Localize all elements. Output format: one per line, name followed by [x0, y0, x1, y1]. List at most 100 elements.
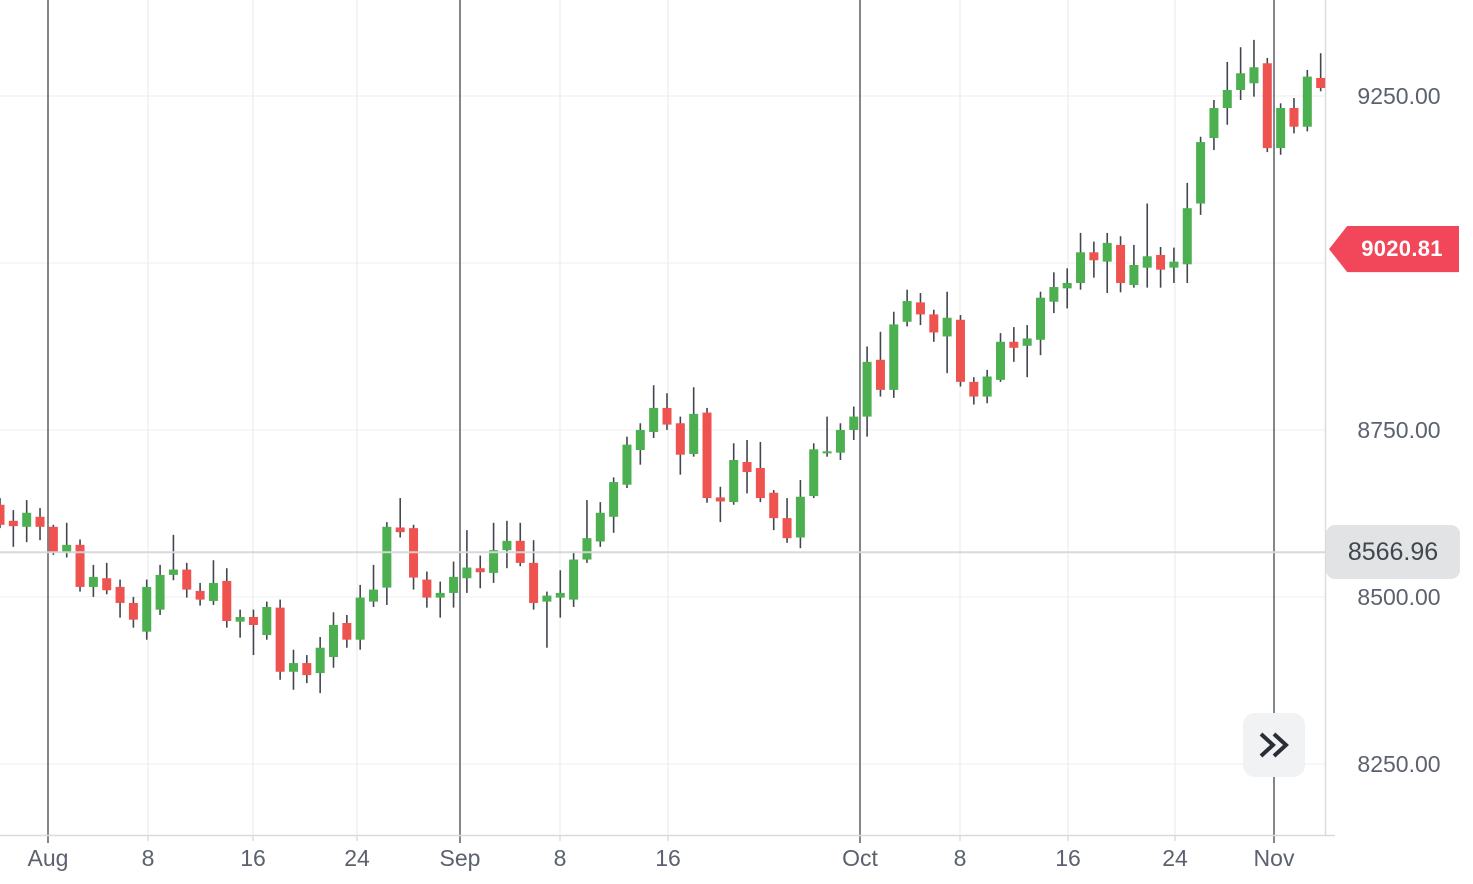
candle [902, 289, 912, 327]
candle [595, 502, 605, 547]
candle [862, 346, 872, 437]
candle-body-down [75, 544, 85, 587]
candle-body-up [889, 324, 899, 390]
candle [782, 498, 792, 543]
candle [1316, 53, 1326, 92]
candle [1236, 47, 1246, 100]
candle [715, 486, 725, 523]
candle-body-down [128, 602, 138, 620]
candle-body-up [208, 582, 218, 601]
candle [1129, 244, 1139, 288]
candle-body-up [88, 576, 98, 587]
candle-body-up [729, 460, 739, 503]
candle-body-up [595, 512, 605, 542]
candle [1102, 232, 1112, 294]
candle [849, 406, 859, 440]
candle [435, 581, 445, 618]
candle-body-up [942, 317, 952, 337]
candle [662, 393, 672, 430]
candle [48, 524, 58, 555]
candle [1022, 325, 1032, 378]
candle-body-down [1089, 252, 1099, 261]
candle-body-down [1116, 244, 1126, 284]
candle [795, 480, 805, 549]
candle-body-up [1129, 264, 1139, 286]
candle-body-down [875, 359, 885, 390]
candle-body-up [1222, 89, 1232, 109]
candle [369, 564, 379, 607]
candle [1276, 103, 1286, 155]
candle [582, 500, 592, 563]
candle-body-up [449, 576, 459, 593]
candle-body-up [142, 586, 152, 632]
last-price-tag: 9020.81 [1329, 226, 1459, 273]
candle [248, 609, 258, 656]
candle-body-up [369, 589, 379, 602]
candle-body-up [355, 597, 365, 640]
candle [1049, 272, 1059, 314]
candle-body-up [902, 301, 912, 322]
candle [168, 534, 178, 581]
candle [502, 520, 512, 569]
candle-body-down [755, 468, 765, 499]
double-chevron-right-icon [1259, 732, 1289, 758]
candle-body-up [822, 451, 832, 454]
candle [689, 387, 699, 457]
candle-body-up [62, 544, 72, 553]
candle [75, 539, 85, 592]
candle [449, 561, 459, 608]
candle-body-down [969, 381, 979, 397]
candle [675, 416, 685, 475]
candle-body-down [422, 579, 432, 598]
candle-body-up [622, 444, 632, 485]
candle [1009, 327, 1019, 362]
candle-body-down [529, 562, 539, 603]
candle-body-down [715, 497, 725, 502]
candle-body-down [769, 492, 779, 519]
candle-body-up [288, 663, 298, 672]
candle [1196, 136, 1206, 215]
candle-body-down [8, 520, 18, 527]
candle [155, 564, 165, 615]
candle [102, 562, 112, 595]
candle [809, 443, 819, 499]
candle-body-down [1262, 63, 1272, 149]
price-level-label: 8566.96 [1326, 525, 1460, 580]
candle-body-up [809, 449, 819, 497]
candle [1182, 182, 1192, 284]
candle-body-down [302, 663, 312, 676]
candle-body-up [835, 429, 845, 453]
candle-body-down [1009, 341, 1019, 348]
candle-body-up [555, 592, 565, 598]
candle-body-up [235, 616, 245, 622]
candle-body-down [115, 586, 125, 603]
candle [382, 522, 392, 605]
candle-body-down [48, 526, 58, 553]
candle-body-down [0, 504, 5, 525]
candle [462, 530, 472, 593]
candle [1289, 97, 1299, 134]
candle [569, 551, 579, 607]
scroll-to-realtime-button[interactable] [1243, 713, 1305, 777]
candle-body-down [248, 616, 258, 625]
candle [22, 500, 32, 543]
candle [1076, 232, 1086, 290]
candle [1209, 99, 1219, 151]
candle [1036, 291, 1046, 356]
candle-body-down [35, 516, 45, 527]
candle-body-up [462, 567, 472, 579]
candle-body-up [1076, 252, 1086, 284]
candle [315, 637, 325, 694]
candle-body-up [1182, 208, 1192, 265]
candle-body-down [102, 578, 112, 591]
candle-body-down [1316, 77, 1326, 88]
candle-body-down [915, 302, 925, 315]
candle-body-up [1276, 108, 1286, 149]
candle [955, 315, 965, 387]
candle-body-up [489, 550, 499, 573]
candle [395, 498, 405, 538]
candle [275, 599, 285, 680]
candle [875, 331, 885, 397]
